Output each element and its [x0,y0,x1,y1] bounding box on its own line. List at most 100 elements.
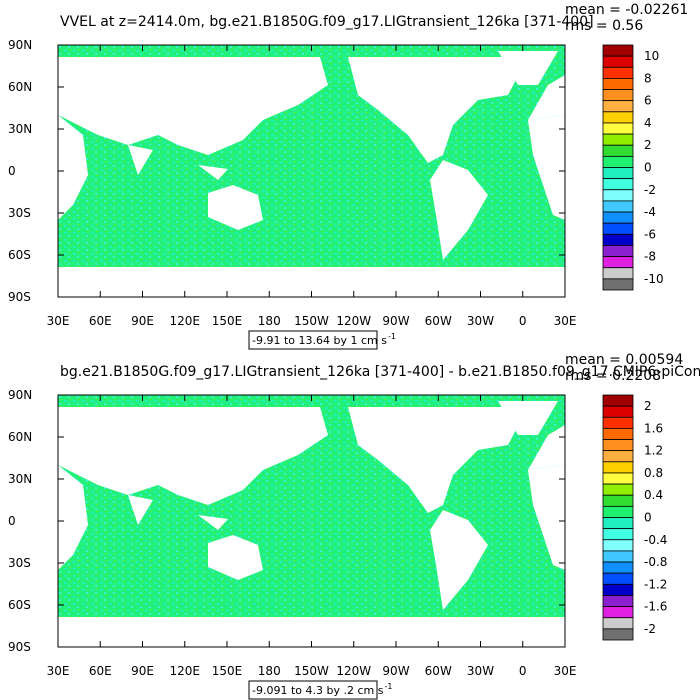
lon-label: 60E [89,314,112,328]
colorbar-label: 4 [644,116,652,130]
rms-stat: rms = 0.56 [565,18,643,34]
colorbar-label: -10 [644,272,664,286]
colorbar-box [602,200,634,213]
colorbar-box [602,55,634,68]
colorbar-box [602,66,634,79]
colorbar-label: 0 [644,161,652,175]
colorbar-label: 1.2 [644,444,663,458]
lat-label: 0 [8,164,16,178]
lon-label: 150E [212,314,243,328]
colorbar-box [602,222,634,235]
colorbar-box [602,461,634,474]
colorbar-label: -1.2 [644,577,667,591]
colorbar-box [602,428,634,440]
lon-label: 150W [294,664,329,678]
range-text: -9.91 to 13.64 by 1 cm s [252,334,387,347]
colorbar-box [602,595,634,607]
colorbar-label: -6 [644,227,656,241]
colorbar-label: 0.8 [644,466,663,480]
colorbar-box [602,155,634,168]
colorbar-label: -2 [644,622,656,636]
lat-label: 90N [8,38,32,52]
lon-label: 60W [425,664,452,678]
range-exponent: -1 [388,332,396,341]
colorbar-box [602,100,634,113]
colorbar-box [602,256,634,269]
lon-label: 150W [294,314,329,328]
colorbar-box [602,122,634,135]
lon-label: 120E [170,664,201,678]
colorbar-box [602,472,634,485]
colorbar-label: -2 [644,183,656,197]
lat-label: 90N [8,388,32,402]
lon-label: 30E [47,664,70,678]
colorbar-box [602,89,634,102]
panel-title: bg.e21.B1850G.f09_g17.LIGtransient_126ka… [60,364,700,380]
colorbar-box [602,133,634,146]
colorbar-box [602,44,634,57]
colorbar-label: 6 [644,94,652,108]
colorbar-box [602,211,634,224]
lon-label: 0 [519,664,527,678]
lon-label: 180 [258,314,281,328]
colorbar-label: -0.4 [644,533,667,547]
colorbar-box [602,617,634,630]
colorbar-box [602,144,634,157]
colorbar-label: 2 [644,138,652,152]
colorbar-box [602,394,634,407]
colorbar-label: 0 [644,511,652,525]
lon-label: 90W [382,314,409,328]
colorbar-box [602,539,634,552]
lon-label: 0 [519,314,527,328]
lat-label: 30N [8,122,32,136]
lon-label: 120E [170,314,201,328]
range-exponent: -1 [384,682,392,691]
rms-stat: rms = 0.2208 [565,368,661,384]
range-box [248,680,378,700]
lon-label: 150E [212,664,243,678]
lat-label: 90S [8,640,31,654]
lon-label: 180 [258,664,281,678]
colorbar-label: -0.8 [644,555,667,569]
colorbar-box [602,483,634,496]
lon-label: 90E [131,314,154,328]
colorbar-box [602,233,634,246]
colorbar-box [602,178,634,191]
lon-label: 30E [554,664,577,678]
colorbar-box [602,628,634,641]
colorbar-box [602,245,634,257]
lon-label: 90E [131,664,154,678]
colorbar-box [602,267,634,280]
mean-stat: mean = -0.02261 [565,2,688,18]
colorbar-box [602,517,634,530]
lat-label: 30S [8,206,31,220]
lon-label: 60E [89,664,112,678]
colorbar-label: -4 [644,205,656,219]
colorbar-box [602,494,634,507]
colorbar-box [602,561,634,574]
colorbar-label: 1.6 [644,421,663,435]
lon-label: 30W [467,314,494,328]
mean-stat: mean = 0.00594 [565,352,683,368]
lat-label: 30N [8,472,32,486]
colorbar-box [602,505,634,518]
lon-label: 30W [467,664,494,678]
colorbar-box [602,583,634,596]
colorbar-box [602,550,634,563]
lat-label: 60S [8,598,31,612]
panel-title: VVEL at z=2414.0m, bg.e21.B1850G.f09_g17… [60,14,594,30]
colorbar-box [602,528,634,541]
lon-label: 120W [336,314,371,328]
lat-label: 60S [8,248,31,262]
lon-label: 120W [336,664,371,678]
colorbar-box [602,439,634,452]
map-panel: bg.e21.B1850G.f09_g17.LIGtransient_126ka… [8,352,700,700]
colorbar-label: 2 [644,399,652,413]
range-box [248,330,378,350]
colorbar-label: -8 [644,250,656,264]
colorbar-box [602,450,634,463]
lat-label: 30S [8,556,31,570]
lat-label: 0 [8,514,16,528]
colorbar-box [602,167,634,180]
